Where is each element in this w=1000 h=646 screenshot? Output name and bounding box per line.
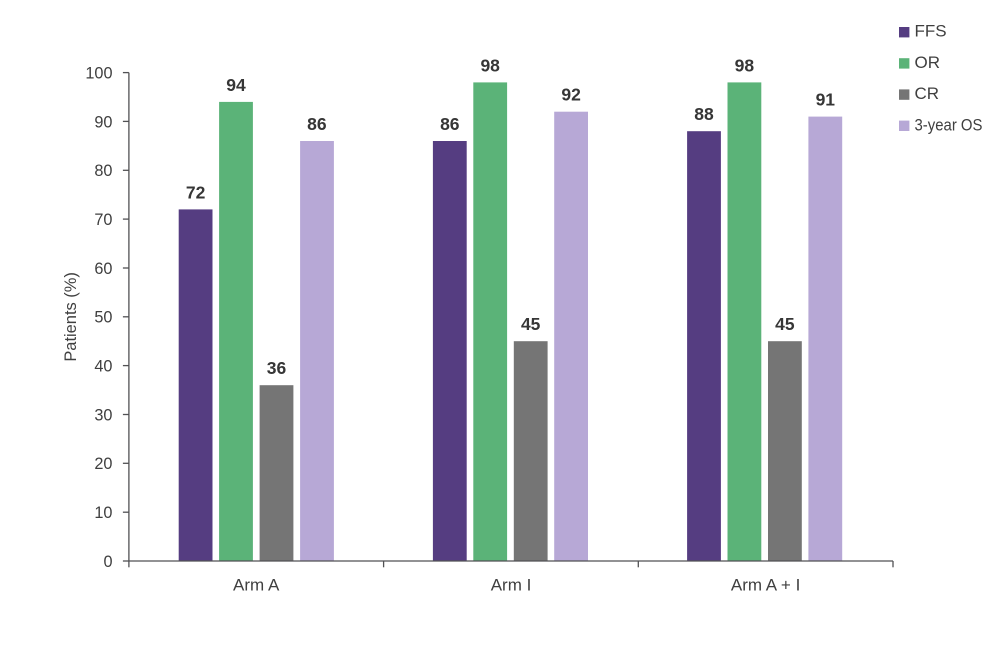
svg-text:Arm A: Arm A xyxy=(233,575,280,594)
svg-text:45: 45 xyxy=(775,314,795,334)
svg-text:3-year OS: 3-year OS xyxy=(915,115,983,134)
svg-text:20: 20 xyxy=(94,455,112,473)
svg-text:CR: CR xyxy=(915,84,940,103)
svg-text:36: 36 xyxy=(267,358,287,378)
svg-text:30: 30 xyxy=(94,406,112,424)
svg-text:98: 98 xyxy=(480,55,500,75)
svg-text:92: 92 xyxy=(561,85,581,105)
svg-text:91: 91 xyxy=(816,90,836,110)
svg-text:98: 98 xyxy=(735,55,755,75)
svg-text:50: 50 xyxy=(94,309,112,327)
svg-text:0: 0 xyxy=(103,553,112,571)
svg-text:FFS: FFS xyxy=(915,22,947,41)
svg-text:Arm A + I: Arm A + I xyxy=(731,575,800,594)
svg-text:88: 88 xyxy=(694,104,714,124)
svg-text:86: 86 xyxy=(307,114,327,134)
svg-text:60: 60 xyxy=(94,260,112,278)
svg-text:80: 80 xyxy=(94,162,112,180)
svg-text:70: 70 xyxy=(94,211,112,229)
svg-text:OR: OR xyxy=(915,53,941,72)
svg-text:10: 10 xyxy=(94,504,112,522)
svg-text:40: 40 xyxy=(94,358,112,376)
svg-text:90: 90 xyxy=(94,113,112,131)
svg-text:Patients (%): Patients (%) xyxy=(62,272,80,362)
svg-text:45: 45 xyxy=(521,314,541,334)
svg-text:94: 94 xyxy=(226,75,246,95)
svg-text:72: 72 xyxy=(186,182,206,202)
svg-text:Arm I: Arm I xyxy=(491,575,532,594)
svg-text:86: 86 xyxy=(440,114,460,134)
svg-text:100: 100 xyxy=(85,65,112,83)
